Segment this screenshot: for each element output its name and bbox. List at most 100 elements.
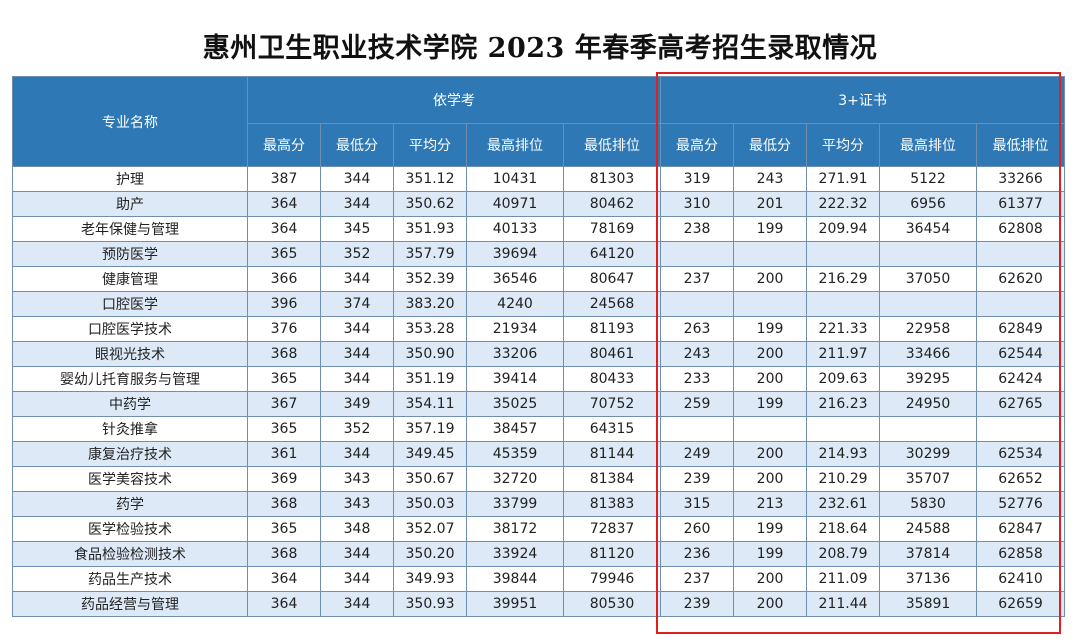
value-cell-b-4: 62858 [976, 541, 1066, 567]
value-cell-b-3: 24950 [879, 391, 978, 417]
value-cell-a-1: 348 [320, 516, 394, 542]
table-row: 预防医学 365 352 357.79 39694 64120 [12, 241, 1066, 267]
value-cell-b-2: 271.91 [806, 166, 881, 192]
value-cell-b-2: 218.64 [806, 516, 881, 542]
value-cell-b-3: 6956 [879, 191, 978, 217]
value-cell-b-2: 208.79 [806, 541, 881, 567]
value-cell-a-1: 352 [320, 416, 394, 442]
value-cell-b-1 [733, 416, 808, 442]
value-cell-b-4: 52776 [976, 491, 1066, 517]
value-cell-a-2: 351.12 [393, 166, 467, 192]
value-cell-b-0: 239 [660, 466, 735, 492]
value-cell-a-0: 365 [247, 366, 321, 392]
sub-header-b-2: 平均分 [806, 123, 881, 167]
value-cell-a-4: 80433 [562, 366, 662, 392]
value-cell-a-1: 374 [320, 291, 394, 317]
value-cell-b-0 [660, 291, 735, 317]
value-cell-a-0: 364 [247, 591, 321, 617]
group-header-xuekao: 依学考 [246, 76, 662, 124]
value-cell-b-0: 236 [660, 541, 735, 567]
major-name-cell: 口腔医学 [12, 291, 248, 317]
sub-header-a-4: 最低排位 [562, 123, 662, 167]
table-row: 老年保健与管理 364 345 351.93 40133 78169 238 199 209.9… [12, 216, 1066, 242]
value-cell-b-0: 319 [660, 166, 735, 192]
value-cell-b-2 [806, 291, 881, 317]
value-cell-a-2: 350.20 [393, 541, 467, 567]
major-name-cell: 康复治疗技术 [12, 441, 248, 467]
table-row: 医学检验技术 365 348 352.07 38172 72837 260 199 218.64… [12, 516, 1066, 542]
value-cell-a-2: 351.93 [393, 216, 467, 242]
value-cell-b-2: 232.61 [806, 491, 881, 517]
value-cell-a-0: 364 [247, 566, 321, 592]
value-cell-a-4: 81383 [562, 491, 662, 517]
value-cell-a-0: 367 [247, 391, 321, 417]
value-cell-b-3: 37136 [879, 566, 978, 592]
value-cell-a-0: 387 [247, 166, 321, 192]
value-cell-b-3 [879, 241, 978, 267]
table-row: 医学美容技术 369 343 350.67 32720 81384 239 200 210.29… [12, 466, 1066, 492]
value-cell-a-1: 344 [320, 541, 394, 567]
value-cell-b-0: 259 [660, 391, 735, 417]
major-name-cell: 医学美容技术 [12, 466, 248, 492]
value-cell-b-3: 22958 [879, 316, 978, 342]
value-cell-a-4: 24568 [562, 291, 662, 317]
value-cell-a-4: 79946 [562, 566, 662, 592]
value-cell-b-0: 310 [660, 191, 735, 217]
table-row: 口腔医学技术 376 344 353.28 21934 81193 263 199 221.33… [12, 316, 1066, 342]
value-cell-a-2: 353.28 [393, 316, 467, 342]
value-cell-a-1: 345 [320, 216, 394, 242]
value-cell-a-1: 349 [320, 391, 394, 417]
value-cell-b-4 [976, 291, 1066, 317]
value-cell-b-1: 199 [733, 316, 808, 342]
value-cell-b-2: 221.33 [806, 316, 881, 342]
value-cell-a-4: 80461 [562, 341, 662, 367]
value-cell-a-0: 365 [247, 416, 321, 442]
major-name-cell: 老年保健与管理 [12, 216, 248, 242]
value-cell-a-4: 81193 [562, 316, 662, 342]
value-cell-b-4: 62544 [976, 341, 1066, 367]
value-cell-b-4: 62808 [976, 216, 1066, 242]
value-cell-a-4: 78169 [562, 216, 662, 242]
value-cell-a-2: 350.62 [393, 191, 467, 217]
value-cell-a-3: 39414 [466, 366, 564, 392]
admission-table: 专业名称 依学考 3+证书 最高分 最低分 平均分 最高排位 最低排位 最高分 最低分 平均分… [12, 76, 1066, 617]
value-cell-b-0 [660, 416, 735, 442]
value-cell-a-3: 4240 [466, 291, 564, 317]
major-name-cell: 预防医学 [12, 241, 248, 267]
value-cell-a-1: 344 [320, 316, 394, 342]
value-cell-a-3: 35025 [466, 391, 564, 417]
value-cell-a-4: 81120 [562, 541, 662, 567]
value-cell-b-0 [660, 241, 735, 267]
value-cell-a-2: 383.20 [393, 291, 467, 317]
value-cell-a-2: 357.19 [393, 416, 467, 442]
value-cell-b-3: 35891 [879, 591, 978, 617]
table-row: 眼视光技术 368 344 350.90 33206 80461 243 200 211.97 3… [12, 341, 1066, 367]
value-cell-b-4: 62652 [976, 466, 1066, 492]
value-cell-b-2: 222.32 [806, 191, 881, 217]
value-cell-a-3: 40133 [466, 216, 564, 242]
value-cell-b-2: 211.97 [806, 341, 881, 367]
page-title: 惠州卫生职业技术学院 2023 年春季高考招生录取情况 [202, 33, 878, 64]
value-cell-b-3: 5122 [879, 166, 978, 192]
value-cell-a-0: 364 [247, 216, 321, 242]
value-cell-b-4: 33266 [976, 166, 1066, 192]
value-cell-b-4 [976, 416, 1066, 442]
value-cell-a-0: 361 [247, 441, 321, 467]
value-cell-b-1: 200 [733, 266, 808, 292]
value-cell-b-1: 199 [733, 516, 808, 542]
value-cell-a-1: 344 [320, 266, 394, 292]
value-cell-b-2: 216.29 [806, 266, 881, 292]
value-cell-b-1: 200 [733, 366, 808, 392]
value-cell-a-0: 365 [247, 516, 321, 542]
sub-header-a-0: 最高分 [247, 123, 321, 167]
value-cell-a-4: 80647 [562, 266, 662, 292]
sub-header-a-1: 最低分 [320, 123, 394, 167]
value-cell-b-2: 211.44 [806, 591, 881, 617]
value-cell-a-1: 344 [320, 591, 394, 617]
value-cell-a-0: 365 [247, 241, 321, 267]
value-cell-a-3: 10431 [466, 166, 564, 192]
value-cell-a-3: 40971 [466, 191, 564, 217]
value-cell-b-2: 211.09 [806, 566, 881, 592]
value-cell-b-2 [806, 241, 881, 267]
value-cell-a-1: 344 [320, 441, 394, 467]
